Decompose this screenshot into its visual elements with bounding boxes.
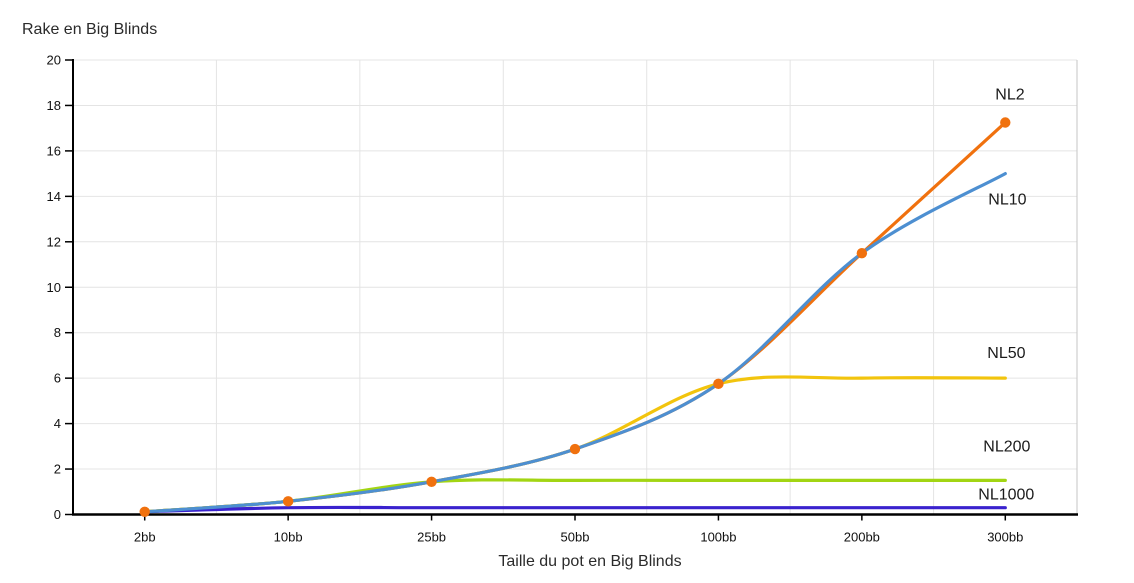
series-label-nl1000: NL1000: [978, 487, 1034, 504]
y-tick-label: 10: [47, 280, 61, 295]
series-line-nl10: [143, 172, 1007, 514]
x-tick-label: 2bb: [134, 530, 156, 545]
y-tick-label: 12: [47, 234, 61, 249]
y-tick-label: 6: [54, 371, 61, 386]
x-tick-label: 300bb: [987, 530, 1023, 545]
y-tick-label: 18: [47, 98, 61, 113]
y-tick-label: 20: [47, 53, 61, 68]
y-tick-label: 2: [54, 462, 61, 477]
plot-area: 0 2 4 6 8 10 12 14 16 18 20 2bb 10bb 25bb 50bb 100bb 200…: [47, 53, 1078, 545]
y-tick-label: 16: [47, 143, 61, 158]
y-tick-label: 0: [54, 507, 61, 522]
x-tick-label: 100bb: [700, 530, 736, 545]
series-label-nl200: NL200: [983, 438, 1030, 455]
series-label-nl2: NL2: [995, 86, 1024, 103]
x-tick-label: 10bb: [274, 530, 303, 545]
y-tick-label: 8: [54, 325, 61, 340]
data-point-nl2-2bb: [139, 506, 150, 517]
y-tick-label: 4: [54, 416, 61, 431]
x-tick-label: 200bb: [844, 530, 880, 545]
data-point-nl2-50bb: [569, 443, 581, 455]
x-axis-title: Taille du pot en Big Blinds: [498, 553, 681, 570]
series-line-nl1000: [143, 505, 1007, 514]
data-point-nl2-100bb: [713, 378, 724, 390]
x-tick-label: 50bb: [561, 530, 590, 545]
data-point-nl2-300bb: [1000, 117, 1011, 128]
series-label-nl50: NL50: [987, 345, 1025, 362]
data-point-nl2-25bb: [426, 476, 437, 487]
x-tick-label: 25bb: [417, 530, 446, 545]
data-point-nl2-10bb: [282, 496, 294, 507]
chart-title: Rake en Big Blinds: [22, 21, 157, 38]
series-label-nl10: NL10: [988, 192, 1026, 209]
data-point-nl2-200bb: [856, 247, 868, 259]
y-tick-label: 14: [47, 189, 61, 204]
